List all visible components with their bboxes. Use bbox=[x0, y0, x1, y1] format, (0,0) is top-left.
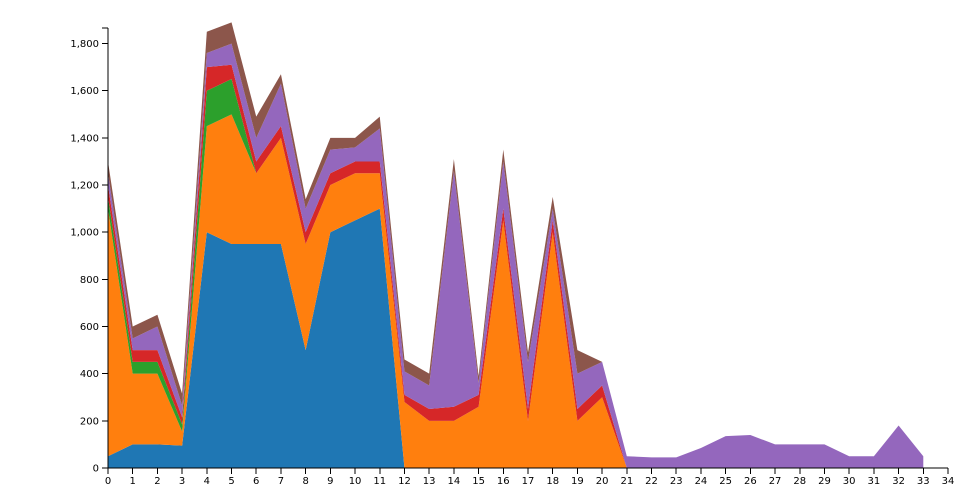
y-axis: 0 200 400 600 800 1,000 1,200 1,400 1,600 1,800 bbox=[70, 27, 109, 475]
x-tick-label: 15 bbox=[472, 476, 485, 487]
x-tick-label: 12 bbox=[398, 476, 411, 487]
y-tick-label: 1,600 bbox=[70, 86, 99, 97]
x-tick-label: 19 bbox=[571, 476, 584, 487]
x-tick-label: 17 bbox=[522, 476, 535, 487]
series-area-1 bbox=[108, 208, 924, 468]
x-tick-label: 26 bbox=[744, 476, 757, 487]
y-tick-label: 1,400 bbox=[70, 133, 99, 144]
x-tick-label: 7 bbox=[278, 476, 284, 487]
x-tick-label: 29 bbox=[818, 476, 831, 487]
y-tick-label: 0 bbox=[93, 464, 99, 475]
x-tick-label: 25 bbox=[719, 476, 732, 487]
x-axis: 0 1 2 3 4 5 6 7 8 9 10 11 12 13 14 15 16 17 18 19 20 21 22 23 24… bbox=[105, 467, 955, 487]
y-tick-label: 600 bbox=[80, 322, 99, 333]
x-tick-label: 22 bbox=[645, 476, 658, 487]
y-tick-label: 1,000 bbox=[70, 228, 99, 239]
x-tick-label: 4 bbox=[204, 476, 210, 487]
x-tick-label: 2 bbox=[154, 476, 160, 487]
y-tick-label: 800 bbox=[80, 275, 99, 286]
x-tick-label: 18 bbox=[546, 476, 559, 487]
series-areas bbox=[108, 22, 924, 469]
x-tick-label: 20 bbox=[596, 476, 609, 487]
x-tick-label: 33 bbox=[917, 476, 930, 487]
y-tick-label: 1,800 bbox=[70, 39, 99, 50]
x-tick-label: 32 bbox=[892, 476, 905, 487]
x-tick-label: 31 bbox=[868, 476, 881, 487]
x-tick-label: 10 bbox=[349, 476, 362, 487]
x-tick-label: 3 bbox=[179, 476, 185, 487]
x-tick-label: 28 bbox=[793, 476, 806, 487]
x-tick-label: 13 bbox=[423, 476, 436, 487]
x-tick-label: 14 bbox=[448, 476, 461, 487]
x-tick-label: 5 bbox=[228, 476, 234, 487]
series-area-2 bbox=[108, 114, 924, 468]
x-tick-label: 1 bbox=[130, 476, 136, 487]
y-tick-label: 400 bbox=[80, 369, 99, 380]
x-tick-label: 0 bbox=[105, 476, 111, 487]
y-tick-label: 1,200 bbox=[70, 181, 99, 192]
x-tick-label: 30 bbox=[843, 476, 856, 487]
x-tick-label: 23 bbox=[670, 476, 683, 487]
x-tick-label: 16 bbox=[497, 476, 510, 487]
x-tick-label: 9 bbox=[327, 476, 333, 487]
x-tick-label: 21 bbox=[620, 476, 633, 487]
x-tick-label: 24 bbox=[695, 476, 708, 487]
x-tick-label: 11 bbox=[373, 476, 386, 487]
x-tick-label: 8 bbox=[302, 476, 308, 487]
x-tick-label: 34 bbox=[942, 476, 955, 487]
x-tick-label: 27 bbox=[769, 476, 782, 487]
x-tick-label: 6 bbox=[253, 476, 259, 487]
y-tick-label: 200 bbox=[80, 416, 99, 427]
